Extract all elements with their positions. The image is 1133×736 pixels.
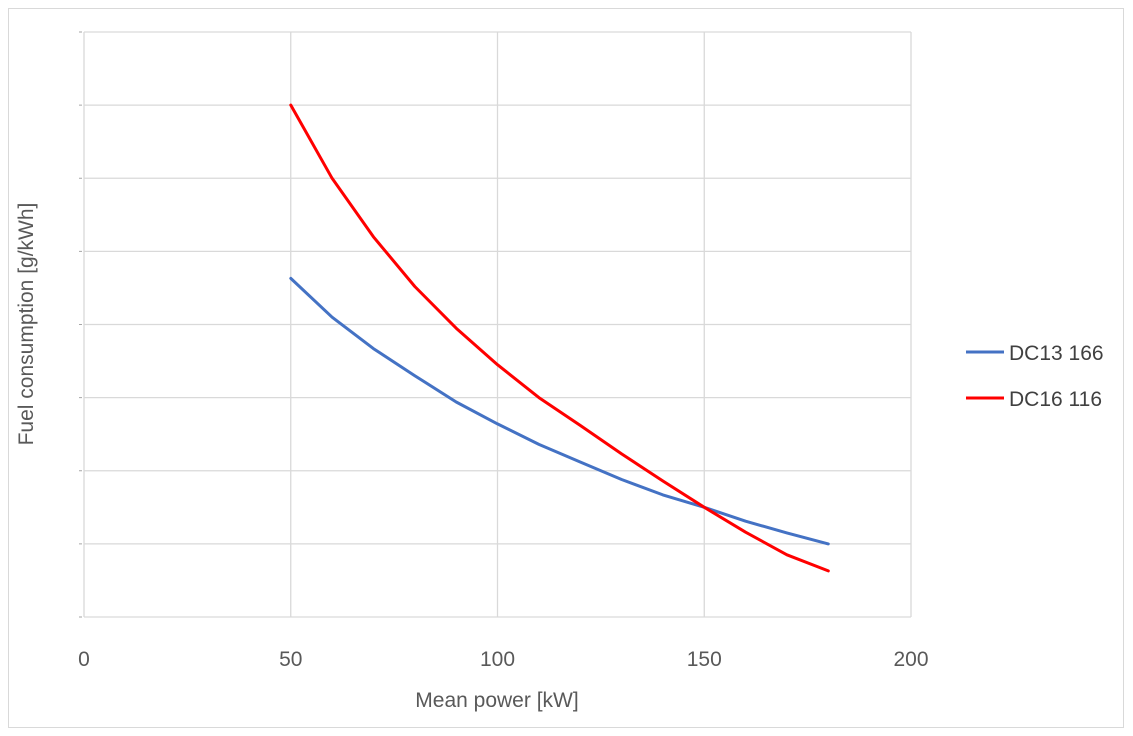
y-axis-title: Fuel consumption [g/kWh] — [15, 203, 38, 446]
x-tick-label: 50 — [279, 648, 302, 671]
x-tick-label: 150 — [687, 648, 722, 671]
x-tick-label: 200 — [893, 648, 928, 671]
x-tick-label: 0 — [78, 648, 90, 671]
series-line-dc16-116 — [289, 103, 830, 573]
legend-label-dc13-166: DC13 166 — [1009, 342, 1104, 365]
chart-frame — [8, 8, 1124, 728]
y-tick-marks — [79, 31, 82, 618]
series-lines — [289, 103, 830, 573]
series-line-dc13-166 — [289, 276, 830, 546]
x-axis-title: Mean power [kW] — [415, 689, 578, 712]
legend: DC13 166 DC16 116 — [966, 342, 1104, 411]
x-tick-labels: 0 50 100 150 200 — [78, 648, 928, 671]
gridlines — [83, 31, 912, 618]
x-tick-label: 100 — [480, 648, 515, 671]
legend-label-dc16-116: DC16 116 — [1009, 388, 1102, 411]
